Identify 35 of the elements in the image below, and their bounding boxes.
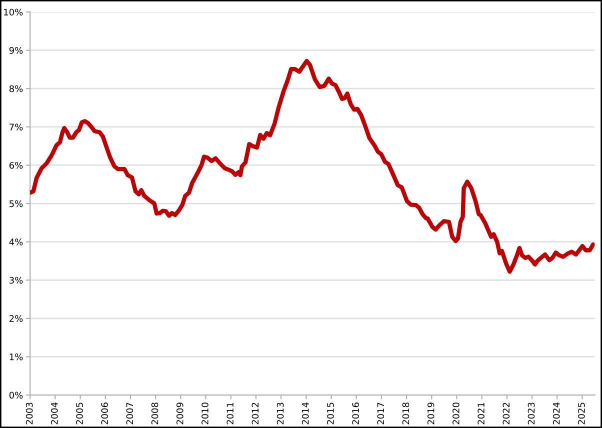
x-tick-label: 2015: [327, 402, 334, 424]
x-tick-label: 2024: [552, 402, 560, 424]
x-tick-label: 2016: [352, 402, 359, 424]
x-tick-label: 2013: [276, 402, 284, 424]
x-tick-label: 2018: [402, 402, 410, 424]
y-tick-label: 7%: [10, 124, 23, 130]
y-tick-label: 2%: [9, 315, 23, 322]
y-tick-label: 8%: [9, 85, 23, 92]
x-tick-label: 2009: [176, 402, 184, 424]
y-tick-label: 9%: [9, 47, 23, 54]
x-tick-label: 2020: [452, 402, 460, 424]
x-tick-label: 2003: [26, 402, 33, 424]
y-tick-label: 1%: [10, 353, 23, 360]
x-tick-label: 2014: [302, 402, 309, 424]
x-tick-label: 2010: [202, 402, 208, 424]
x-tick-label: 2007: [126, 402, 134, 424]
x-tick-label: 2012: [252, 402, 259, 424]
x-tick-label: 2011: [226, 402, 234, 424]
x-tick-label: 2005: [76, 402, 83, 424]
x-tick-label: 2004: [50, 402, 58, 424]
y-tick-label: 4%: [9, 238, 23, 246]
y-tick-label: 3%: [10, 276, 23, 284]
y-tick-label: 0%: [9, 392, 23, 399]
x-tick-label: 2022: [502, 402, 510, 424]
line-series: [30, 58, 595, 274]
x-tick-label: 2017: [377, 402, 384, 424]
x-tick-label: 2021: [478, 402, 484, 424]
x-tick-label: 2019: [427, 402, 434, 424]
x-tick-label: 2025: [578, 402, 585, 424]
x-tick-label: 2023: [528, 402, 535, 424]
x-tick-label: 2006: [101, 402, 108, 424]
y-tick-label: 6%: [9, 162, 23, 169]
y-tick-label: 5%: [10, 200, 23, 208]
x-tick-label: 2008: [151, 402, 158, 424]
y-tick-label: 10%: [4, 8, 23, 16]
